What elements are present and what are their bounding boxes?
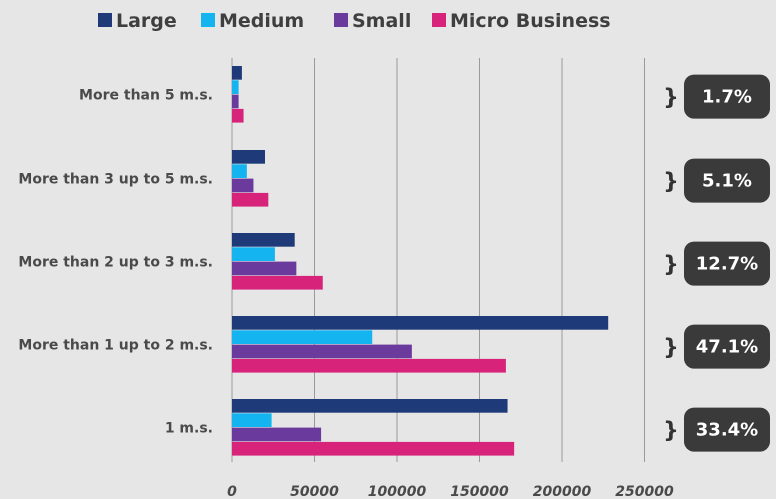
share-label: 5.1% (702, 171, 752, 192)
bars (232, 66, 609, 456)
x-tick-label-100000: 100000 (368, 484, 427, 499)
bar-micro-business-more-than-5-m-s (232, 108, 244, 123)
legend-swatch-micro-business (432, 13, 446, 27)
bar-large-more-than-2-up-to-3-m-s (232, 233, 295, 247)
brace-icon: } (663, 253, 679, 278)
bar-micro-business-more-than-3-up-to-5-m-s (232, 192, 269, 207)
category-label-more-than-5-m-s: More than 5 m.s. (79, 88, 213, 104)
legend-label-small: Small (352, 10, 411, 32)
share-badge-more-than-3-up-to-5-m-s (684, 158, 770, 203)
bar-large-1-m-s (232, 399, 508, 413)
legend-swatch-large (98, 13, 112, 27)
share-label: 47.1% (696, 337, 758, 358)
legend-label-medium: Medium (219, 10, 304, 32)
x-tick-label-50000: 50000 (290, 484, 339, 499)
legend-swatch-small (334, 13, 348, 27)
legend-label-large: Large (116, 10, 177, 32)
bar-small-more-than-5-m-s (232, 94, 239, 109)
share-badges: } 1.7%} 5.1%} 12.7%} 47.1%} 33.4% (663, 74, 770, 452)
share-badge-more-than-2-up-to-3-m-s (684, 241, 770, 286)
category-label-more-than-1-up-to-2-m-s: More than 1 up to 2 m.s. (18, 338, 213, 354)
bar-small-more-than-1-up-to-2-m-s (232, 344, 412, 359)
brace-icon: } (663, 170, 679, 195)
brace-icon: } (663, 86, 679, 111)
bar-large-more-than-3-up-to-5-m-s (232, 150, 265, 164)
legend-swatch-medium (201, 13, 215, 27)
share-label: 12.7% (696, 254, 758, 275)
bar-large-more-than-5-m-s (232, 66, 242, 80)
bar-medium-more-than-1-up-to-2-m-s (232, 330, 373, 344)
bar-large-more-than-1-up-to-2-m-s (232, 316, 609, 330)
bar-small-more-than-2-up-to-3-m-s (232, 261, 297, 276)
legend-label-micro-business: Micro Business (450, 10, 611, 32)
x-tick-label-250000: 250000 (615, 484, 674, 499)
grid-lines (231, 58, 645, 462)
bar-small-more-than-3-up-to-5-m-s (232, 178, 254, 193)
category-labels: More than 5 m.s. More than 3 up to 5 m.s.… (18, 88, 213, 437)
bar-medium-more-than-5-m-s (232, 80, 239, 94)
bar-micro-business-1-m-s (232, 441, 515, 456)
category-label-1-m-s: 1 m.s. (165, 421, 213, 437)
legend: Large Medium Small Micro Business (98, 10, 611, 32)
share-badge-more-than-5-m-s (684, 74, 770, 119)
share-badge-more-than-1-up-to-2-m-s (684, 324, 770, 369)
brace-icon: } (663, 336, 679, 361)
bar-micro-business-more-than-1-up-to-2-m-s (232, 358, 506, 373)
x-tick-label-200000: 200000 (533, 484, 592, 499)
bar-small-1-m-s (232, 427, 322, 442)
x-tick-label-150000: 150000 (450, 484, 509, 499)
share-label: 33.4% (696, 420, 758, 441)
bar-medium-more-than-2-up-to-3-m-s (232, 247, 275, 261)
bar-medium-more-than-3-up-to-5-m-s (232, 164, 247, 178)
bar-medium-1-m-s (232, 413, 272, 427)
bar-micro-business-more-than-2-up-to-3-m-s (232, 275, 323, 290)
x-axis-ticks: 0 50000 100000 150000 200000 250000 (227, 484, 674, 499)
share-label: 1.7% (702, 87, 752, 108)
x-tick-label-0: 0 (227, 484, 237, 499)
brace-icon: } (663, 419, 679, 444)
category-label-more-than-2-up-to-3-m-s: More than 2 up to 3 m.s. (18, 255, 213, 271)
category-label-more-than-3-up-to-5-m-s: More than 3 up to 5 m.s. (18, 172, 213, 188)
share-badge-1-m-s (684, 407, 770, 452)
